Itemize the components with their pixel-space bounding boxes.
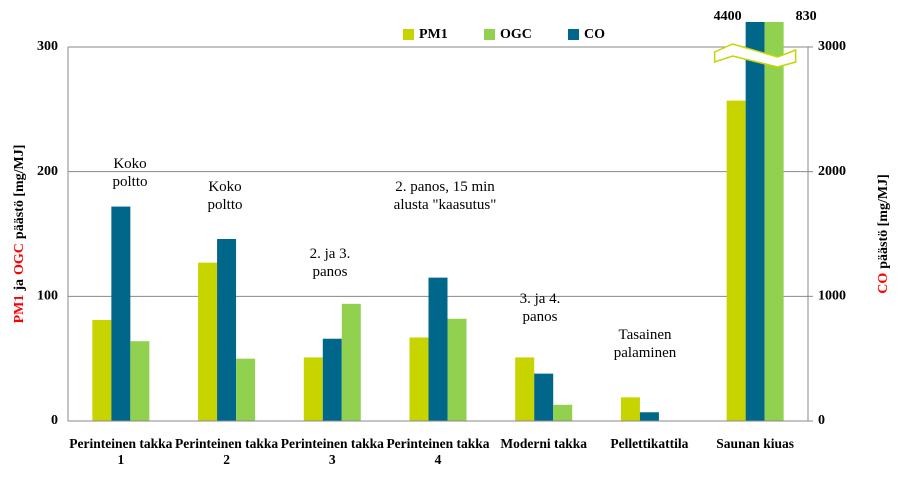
bar xyxy=(515,357,535,421)
bar xyxy=(409,337,429,421)
x-tick-label: Perinteinen takka 4 xyxy=(386,436,490,468)
axis-label-part: OGC xyxy=(12,243,27,275)
bar xyxy=(639,412,659,421)
bar xyxy=(428,277,448,421)
axis-label-part: päästö [mg/MJ] xyxy=(12,145,27,240)
value-label: 4400 xyxy=(714,9,742,24)
x-tick-label: Perinteinen takka 2 xyxy=(175,436,279,468)
annotation: 2. panos, 15 min alusta "kaasutus" xyxy=(393,179,497,213)
bar xyxy=(217,238,237,421)
y2-tick-label: 1000 xyxy=(818,289,846,304)
x-tick-label: Saunan kiuas xyxy=(716,436,794,451)
annotation: Koko poltto xyxy=(112,156,148,190)
axis-label: CO päästö [mg/MJ] xyxy=(876,174,891,294)
axis-label-part: CO xyxy=(876,273,891,294)
y2-tick-label: 0 xyxy=(818,413,825,428)
y-tick-label: 300 xyxy=(37,39,58,54)
axis-break xyxy=(713,43,797,68)
legend-label: CO xyxy=(584,27,605,42)
legend-swatch xyxy=(403,29,414,40)
x-tick-label: Pellettikattila xyxy=(610,436,689,451)
bar xyxy=(620,397,640,421)
bar xyxy=(764,22,784,421)
bar xyxy=(92,320,112,421)
axis-label: PM1 ja OGC päästö [mg/MJ] xyxy=(12,145,27,324)
bar xyxy=(745,22,765,421)
legend-swatch xyxy=(568,29,579,40)
legend-label: PM1 xyxy=(419,27,448,42)
axis-label-part: PM1 xyxy=(12,295,27,324)
annotation: Koko poltto xyxy=(207,179,243,213)
value-label: 830 xyxy=(796,9,817,24)
bar xyxy=(447,318,467,421)
y-tick-label: 200 xyxy=(37,164,58,179)
annotation: 3. ja 4. panos xyxy=(519,291,561,325)
bar xyxy=(341,303,361,421)
legend-swatch xyxy=(484,29,495,40)
bar xyxy=(534,373,554,421)
annotation: 2. ja 3. panos xyxy=(309,246,351,280)
annotation: Tasainen palaminen xyxy=(613,327,677,361)
bar xyxy=(236,358,256,421)
bar xyxy=(130,341,150,421)
bar xyxy=(198,262,218,421)
x-tick-label: Perinteinen takka 1 xyxy=(69,436,173,468)
bars xyxy=(92,22,784,422)
y-tick-label: 100 xyxy=(37,289,58,304)
x-tick-label: Perinteinen takka 3 xyxy=(280,436,384,468)
y2-tick-label: 3000 xyxy=(818,39,846,54)
bar xyxy=(303,357,323,421)
y2-tick-label: 2000 xyxy=(818,164,846,179)
x-tick-label: Moderni takka xyxy=(500,436,588,451)
bar xyxy=(322,338,342,421)
y-tick-label: 0 xyxy=(51,413,58,428)
axis-label-part: ja xyxy=(12,279,27,292)
axis-label-part: päästö [mg/MJ] xyxy=(876,174,891,269)
legend-label: OGC xyxy=(500,27,532,42)
bar xyxy=(111,206,131,421)
bar xyxy=(726,100,746,422)
bar xyxy=(553,404,573,421)
